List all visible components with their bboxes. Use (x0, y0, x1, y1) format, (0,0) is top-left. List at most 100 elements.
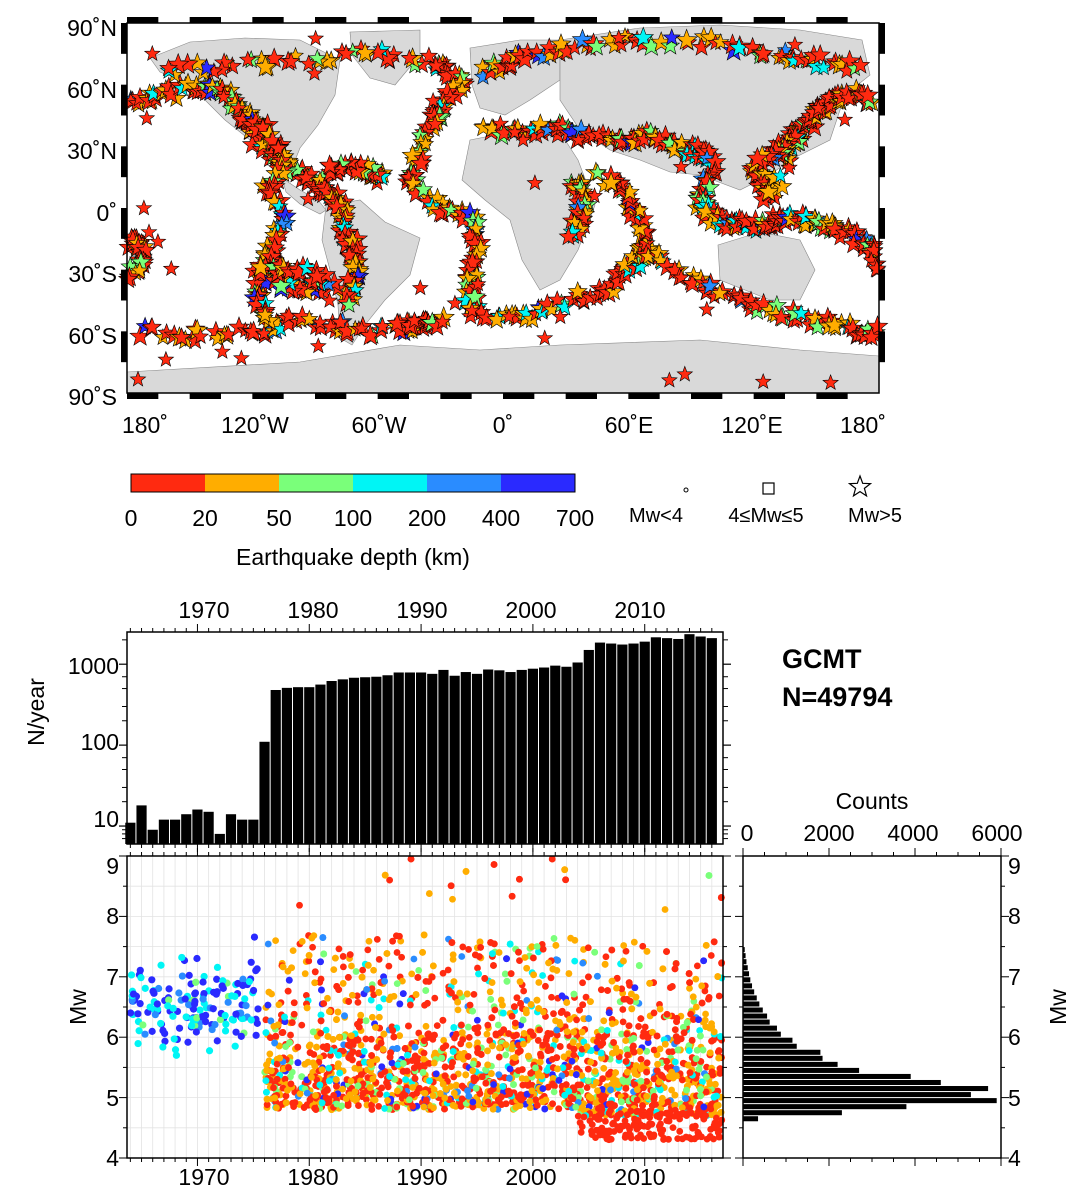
top-x-tick-label: 1980 (287, 597, 338, 623)
event-point (469, 1067, 477, 1075)
event-point (710, 938, 718, 946)
event-point (420, 1049, 428, 1057)
event-point (623, 1030, 631, 1038)
y-tick-label: 1000 (68, 653, 119, 679)
earthquake-marker (417, 135, 435, 152)
event-point (449, 1101, 457, 1109)
frame-segment (121, 146, 127, 178)
lat-tick-label: 90˚S (68, 384, 117, 410)
histogram-xlabel: Counts (836, 788, 909, 814)
event-point (539, 972, 546, 979)
event-point (408, 970, 416, 978)
event-point (383, 1091, 391, 1099)
event-point (613, 984, 620, 992)
earthquake-marker (536, 329, 554, 346)
year-bar (427, 673, 438, 844)
event-point (629, 1042, 637, 1050)
earthquake-marker (672, 268, 690, 286)
event-point (242, 1002, 250, 1010)
frame-segment (189, 393, 221, 399)
event-point (620, 957, 627, 965)
colorbar-tick-label: 100 (334, 505, 372, 531)
earthquake-marker (166, 52, 190, 75)
event-point (136, 999, 144, 1008)
frame-segment (377, 393, 409, 399)
event-point (385, 962, 393, 970)
event-point (231, 992, 239, 1001)
event-point (159, 1043, 167, 1051)
event-point (393, 1103, 401, 1111)
year-bar (438, 669, 449, 844)
event-point (372, 1023, 379, 1031)
top-x-tick-label: 2000 (505, 597, 556, 623)
event-point (406, 1001, 414, 1009)
event-point (604, 987, 612, 994)
event-point (595, 1033, 602, 1040)
event-point (430, 1104, 437, 1112)
earthquake-marker (809, 99, 827, 116)
event-point (537, 1053, 545, 1060)
event-point (450, 1024, 458, 1031)
event-point (501, 970, 509, 978)
year-bar (404, 672, 415, 844)
event-point (354, 1082, 362, 1090)
lat-tick-label: 0˚ (97, 200, 117, 226)
event-point (638, 1122, 645, 1130)
event-point (697, 1032, 704, 1040)
year-bar (561, 666, 572, 844)
event-point (216, 1015, 225, 1024)
legend-circle-symbol (683, 487, 689, 493)
event-point (533, 1101, 541, 1109)
event-point (680, 1029, 688, 1037)
event-point (309, 943, 316, 951)
colorbar-swatch (353, 474, 427, 492)
annual-count-ticks (119, 624, 731, 852)
colorbar-tick-label: 200 (408, 505, 446, 531)
event-point (671, 1026, 679, 1034)
earthquake-marker (502, 56, 521, 74)
earthquake-marker (866, 315, 889, 336)
frame-segment (879, 146, 885, 178)
event-point (454, 998, 462, 1006)
event-point (513, 1031, 521, 1039)
event-point (529, 954, 537, 962)
event-point (550, 935, 558, 942)
earthquake-marker (698, 148, 716, 166)
event-point (686, 979, 693, 986)
earthquake-marker (672, 132, 692, 151)
year-bar (505, 672, 516, 844)
event-point (447, 882, 455, 890)
event-point (520, 987, 528, 995)
event-point (348, 1032, 355, 1040)
event-point (458, 1095, 466, 1103)
event-point (542, 1036, 550, 1044)
event-point (646, 979, 654, 987)
event-point (508, 892, 516, 900)
event-point (320, 950, 328, 958)
histogram-bar (743, 1110, 842, 1116)
lat-tick-label: 60˚N (67, 77, 117, 103)
event-point (516, 1102, 524, 1109)
event-point (692, 1055, 700, 1063)
colorbar-tick-label: 20 (192, 505, 218, 531)
event-point (516, 875, 523, 883)
event-point (335, 1033, 343, 1041)
event-point (628, 1005, 636, 1013)
lon-tick-label: 60˚W (352, 412, 407, 438)
event-point (708, 1068, 716, 1076)
event-point (411, 1075, 419, 1082)
event-point (241, 995, 249, 1003)
earthquake-marker (466, 219, 485, 237)
year-bar (292, 687, 304, 844)
event-point (507, 970, 515, 978)
event-point (364, 946, 372, 954)
event-point (497, 1029, 505, 1037)
event-point (692, 975, 700, 983)
event-point (360, 1058, 368, 1066)
event-point (436, 1090, 444, 1097)
event-point (666, 1073, 673, 1081)
event-point (484, 1047, 491, 1055)
frame-segment (440, 17, 472, 23)
event-point (539, 1098, 547, 1106)
event-point (386, 876, 394, 884)
